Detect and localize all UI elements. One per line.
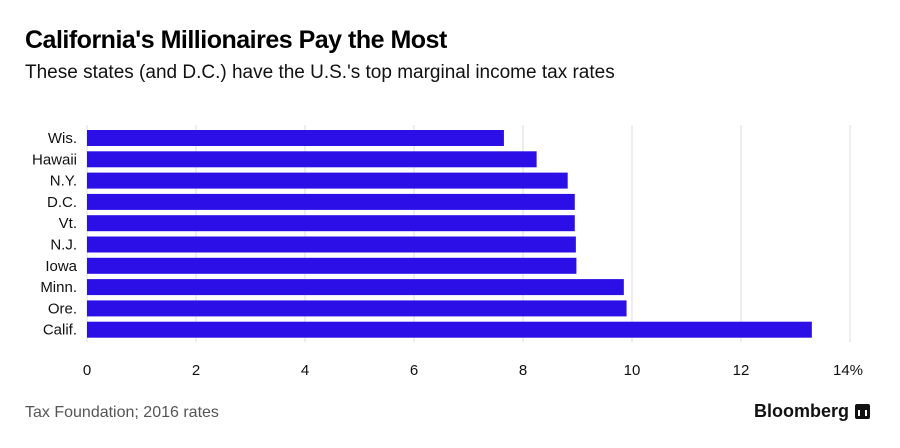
category-label: Vt. xyxy=(59,215,77,232)
x-tick-label: 4 xyxy=(301,362,309,379)
category-label: N.Y. xyxy=(50,173,77,190)
category-label: Calif. xyxy=(43,322,77,339)
x-tick-label: 12 xyxy=(733,362,750,379)
bar xyxy=(87,172,568,189)
bar xyxy=(87,215,575,232)
source-note: Tax Foundation; 2016 rates xyxy=(25,404,219,421)
category-label: Ore. xyxy=(48,300,77,317)
bar xyxy=(87,321,812,338)
category-labels: Wis. Hawaii N.Y. D.C. Vt. N.J. Iowa Minn. Ore. Ca… xyxy=(32,130,78,339)
bar xyxy=(87,130,504,146)
bar xyxy=(87,257,577,274)
x-tick-label: 10 xyxy=(624,362,641,379)
x-tick-label: 8 xyxy=(519,362,527,379)
bloomberg-logo: Bloomberg xyxy=(754,401,870,422)
chart-title: California's Millionaires Pay the Most xyxy=(25,26,447,54)
brand-name: Bloomberg xyxy=(753,401,849,421)
category-label: Wis. xyxy=(48,130,77,147)
bar xyxy=(87,300,627,317)
category-label: Hawaii xyxy=(32,151,77,168)
x-tick-label: 6 xyxy=(410,362,418,379)
x-tick-label: 0 xyxy=(83,362,91,379)
bar xyxy=(87,279,624,296)
bars xyxy=(87,130,812,338)
bar xyxy=(87,236,576,253)
bloomberg-chart-icon xyxy=(855,404,870,419)
x-axis-tick-labels: 0 2 4 6 8 10 12 14% xyxy=(83,362,863,379)
category-label: Minn. xyxy=(40,279,77,296)
x-tick-label: 2 xyxy=(192,362,200,379)
bar xyxy=(87,151,537,168)
chart-subtitle: These states (and D.C.) have the U.S.'s … xyxy=(25,62,615,83)
x-tick-label: 14% xyxy=(833,362,863,379)
category-label: Iowa xyxy=(45,258,77,275)
bar xyxy=(87,193,575,210)
category-label: N.J. xyxy=(50,237,77,254)
category-label: D.C. xyxy=(47,194,77,211)
